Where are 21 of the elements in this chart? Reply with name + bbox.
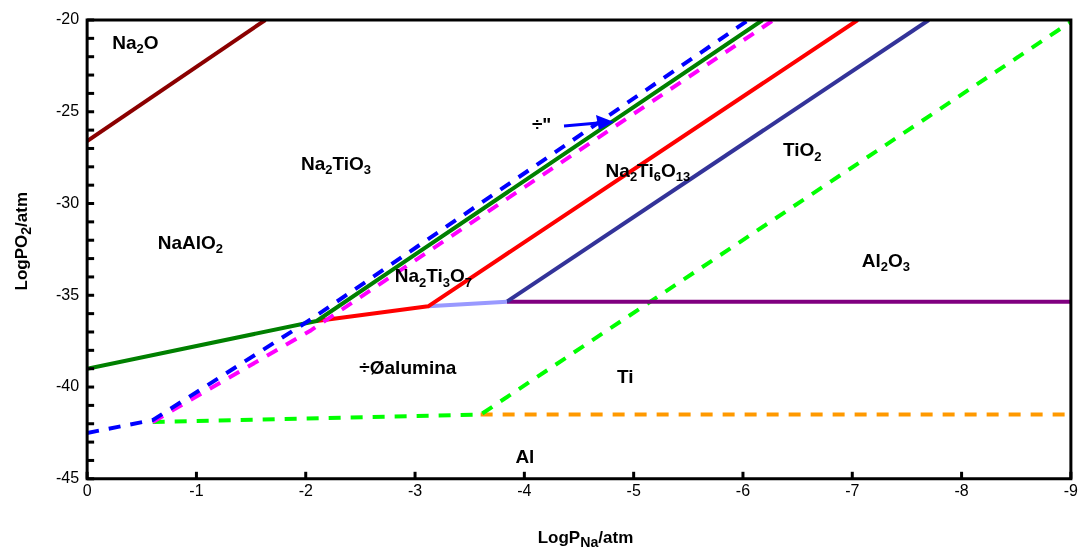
y-tick-label: -45 xyxy=(56,469,80,487)
x-tick-label: -9 xyxy=(1063,481,1079,499)
x-axis-title: LogP$_{Na}$/atm xyxy=(536,528,635,551)
x-tick-label: -6 xyxy=(735,481,751,499)
y-tick-label: -20 xyxy=(56,10,80,28)
y-tick-label: -35 xyxy=(56,285,80,303)
x-tick-label: 0 xyxy=(82,481,92,499)
annotation: Ti xyxy=(616,366,634,388)
y-tick-label: -25 xyxy=(56,102,80,120)
x-tick-label: -4 xyxy=(517,481,532,499)
x-tick-label: -5 xyxy=(626,481,641,499)
x-tick-label: -8 xyxy=(954,481,969,499)
y-tick-label: -30 xyxy=(56,193,80,211)
x-tick-label: -2 xyxy=(298,481,313,499)
annotation: ÷Øalumina xyxy=(359,356,457,378)
x-tick-label: -7 xyxy=(845,481,860,499)
annotation: Al xyxy=(515,446,535,468)
x-tick-label: -3 xyxy=(407,481,423,499)
annotation: ÷" xyxy=(531,113,552,135)
y-tick-label: -40 xyxy=(56,377,80,395)
x-tick-label: -1 xyxy=(189,481,204,499)
